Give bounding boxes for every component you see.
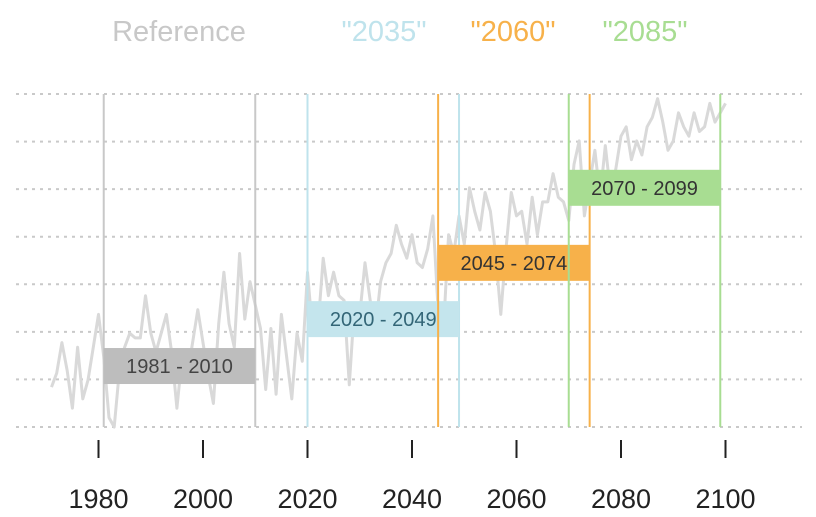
x-tick-label: 2100 bbox=[695, 484, 755, 514]
period-box bbox=[307, 301, 460, 338]
period-box bbox=[568, 169, 721, 206]
x-tick-label: 2060 bbox=[486, 484, 546, 514]
period-title: "2085" bbox=[602, 16, 687, 48]
x-tick-label: 2000 bbox=[173, 484, 233, 514]
period-box bbox=[103, 348, 256, 385]
period-range-label: 1981 - 2010 bbox=[126, 356, 233, 378]
x-tick-label: 2040 bbox=[382, 484, 442, 514]
period-title: "2060" bbox=[470, 16, 555, 48]
period-title: "2035" bbox=[341, 16, 426, 48]
period-range-label: 2070 - 2099 bbox=[591, 178, 698, 200]
period-range-label: 2045 - 2074 bbox=[461, 253, 568, 275]
x-tick-label: 2020 bbox=[277, 484, 337, 514]
period-range-label: 2020 - 2049 bbox=[330, 309, 437, 331]
x-axis: 1980 2000 2020 2040 2060 2080 2100 bbox=[68, 440, 756, 514]
x-tick-label: 2080 bbox=[591, 484, 651, 514]
period-box bbox=[438, 244, 590, 281]
period-markers: 1981 - 2010 2020 - 2049 2045 - 2074 2070 - … bbox=[102, 94, 722, 427]
period-titles: Reference "2035" "2060" "2085" bbox=[112, 16, 687, 48]
period-title: Reference bbox=[112, 16, 246, 48]
x-tick-label: 1980 bbox=[68, 484, 128, 514]
